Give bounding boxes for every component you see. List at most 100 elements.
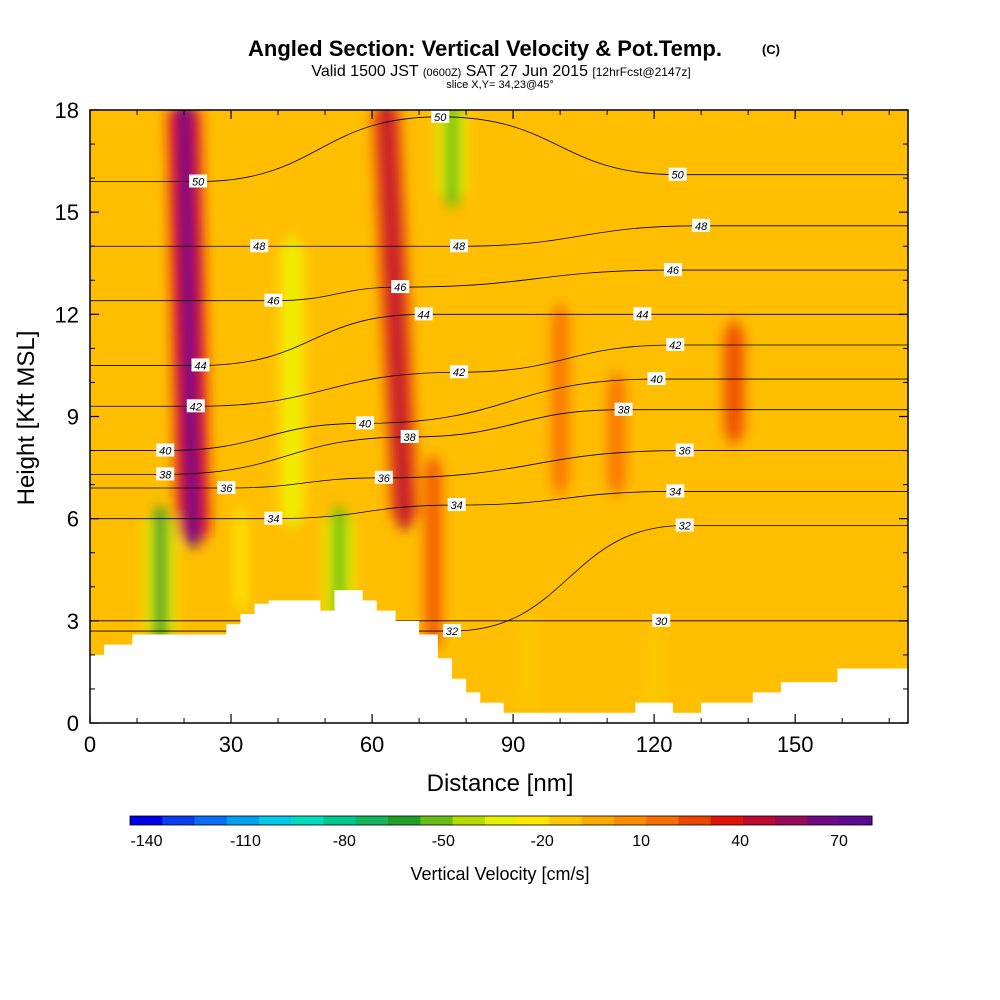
colorbar-swatch [775,816,808,825]
contour-label: 38 [614,402,633,417]
contour-label-text: 38 [617,405,630,417]
contour-label-text: 46 [267,296,280,308]
velocity-feature-core [380,110,412,529]
colorbar-swatch [226,816,260,825]
colorbar-tick-label: 70 [830,833,848,850]
colorbar-swatch [388,816,421,825]
x-tick-label: 150 [777,732,814,757]
contour-label-text: 46 [667,265,680,277]
svg-text:Valid 1500 JST (0600Z): Valid 1500 JST (0600Z) SAT 27 Jun 2015 [… [311,63,690,80]
contour-label: 50 [189,174,208,189]
y-tick-label: 18 [55,98,79,123]
x-tick-label: 30 [219,732,243,757]
velocity-feature-core [428,457,439,648]
colorbar-frame [129,815,873,826]
colorbar-swatch [194,816,228,825]
contour-label-text: 40 [159,446,172,458]
theta-contour-line [90,313,908,366]
y-axis-label: Height [Kft MSL] [13,331,40,506]
x-tick-label: 60 [360,732,384,757]
velocity-feature-core [522,610,532,716]
colorbar-swatch [839,816,873,825]
contour-label-text: 38 [404,432,417,444]
y-tick-label: 12 [55,302,79,327]
colorbar-tick-label: -110 [230,833,261,850]
contour-label: 32 [442,624,461,638]
colorbar-swatch [646,816,679,825]
colorbar-swatch [484,816,518,825]
contour-label-text: 42 [453,367,465,379]
colorbar-swatch [452,816,486,825]
y-tick-label: 3 [67,609,79,634]
contour-label: 42 [186,399,205,413]
plot-area: 50 48 46 44 42 40 38 36 34 50 48 46 44 42 40 38 36 34 32 50… [90,110,908,723]
contour-label: 46 [391,280,410,294]
contour-label-text: 48 [453,241,466,253]
contour-label: 38 [400,429,419,444]
valid-date-text: SAT 27 Jun 2015 [466,63,588,80]
colorbar-swatch [162,816,196,825]
svg-text:Angled Section: Vertical Veloc: Angled Section: Vertical Velocity & Pot.… [248,36,722,61]
contour-label-text: 50 [192,177,205,189]
colorbar-tick-label: -20 [531,833,554,850]
colorbar-tick-label: 10 [632,833,650,850]
contour-label: 38 [156,467,175,481]
contour-label: 30 [652,613,671,628]
contour-label: 48 [692,218,711,233]
contour-label: 40 [647,372,666,386]
contour-label-text: 40 [359,418,372,430]
contour-label: 40 [156,443,175,458]
colorbar: -140 -110 -80 -50 -20 10 40 70 [129,815,873,850]
valid-time-text: Valid 1500 JST [311,63,419,80]
contour-label-text: 34 [267,514,279,526]
x-axis-label: Distance [nm] [427,770,574,797]
forecast-text: [12hrFcst@2147z] [592,65,690,79]
x-axis-ticks: 0 30 60 90 120 150 [84,110,890,757]
colorbar-swatch [807,816,841,825]
y-tick-label: 15 [55,200,79,225]
contour-label: 48 [450,239,469,253]
contour-label: 36 [217,481,236,495]
colorbar-swatch [517,816,550,825]
contour-label: 46 [264,293,283,308]
colorbar-swatch [549,816,583,825]
theta-contour-line [90,225,908,247]
contour-label-text: 50 [434,112,447,124]
theta-contour-line [90,269,908,302]
contour-label-text: 44 [636,309,648,321]
contour-label: 50 [668,167,687,182]
velocity-feature-core [176,110,201,546]
velocity-feature-core [649,627,659,716]
colorbar-tick-label: -140 [130,833,162,850]
terrain-profile [90,590,908,723]
theta-contour-line [90,491,908,520]
x-tick-label: 120 [636,732,673,757]
colorbar-swatch [742,816,776,825]
colorbar-label: Vertical Velocity [cm/s] [410,864,589,884]
contour-label-text: 44 [418,309,430,321]
velocity-feature-core [445,110,459,206]
contour-label: 40 [356,416,375,430]
contour-label-text: 36 [220,483,233,495]
contour-label-text: 44 [194,360,206,372]
colorbar-swatch [355,816,389,825]
colorbar-swatch [613,816,647,825]
contour-label: 50 [431,110,450,124]
chart-title-suffix: (C) [762,42,780,57]
colorbar-swatch [710,816,744,825]
contour-label-text: 46 [394,282,407,294]
velocity-feature-core [611,372,622,495]
contour-label: 34 [447,498,466,512]
contour-label: 44 [414,307,433,321]
y-tick-label: 9 [67,405,79,430]
contour-label-text: 36 [378,473,391,485]
colorbar-swatch [323,816,357,825]
x-tick-label: 0 [84,732,96,757]
contour-label-text: 32 [446,626,458,638]
chart-title: Angled Section: Vertical Velocity & Pot.… [248,36,722,61]
contour-label: 34 [264,511,283,526]
contour-label-text: 34 [669,486,681,498]
colorbar-swatch [420,816,454,825]
velocity-feature-core [555,304,565,495]
